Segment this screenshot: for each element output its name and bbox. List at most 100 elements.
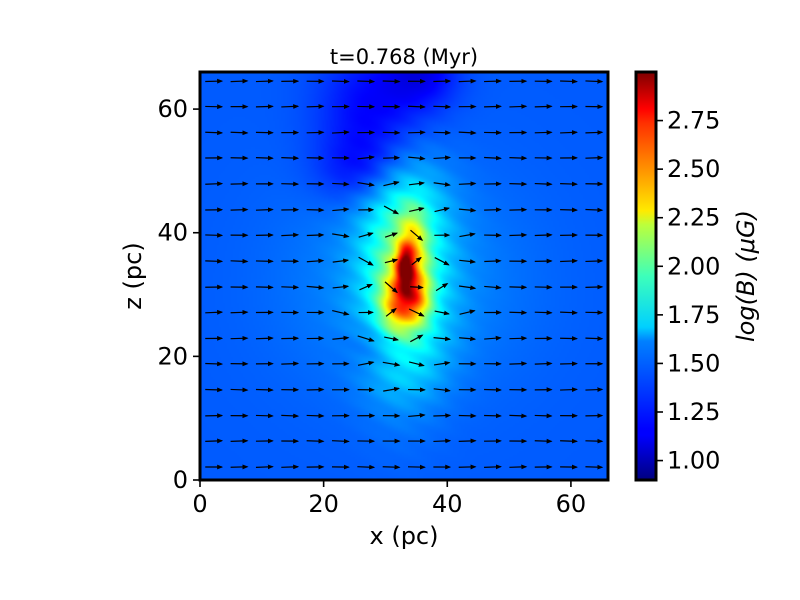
field-vector <box>409 206 425 213</box>
field-vector <box>585 258 604 264</box>
field-vector <box>205 258 224 264</box>
field-vector <box>408 308 425 317</box>
field-vector <box>534 104 553 109</box>
field-vector <box>484 335 502 341</box>
field-vector <box>459 336 477 342</box>
y-tick-label: 40 <box>157 219 188 247</box>
field-vector <box>534 130 553 135</box>
field-vector <box>560 387 578 393</box>
field-vector <box>509 361 528 367</box>
field-vector <box>434 257 450 266</box>
field-vector <box>230 387 249 393</box>
colorbar-tick-label: 2.50 <box>667 155 720 183</box>
field-vector <box>433 181 451 187</box>
field-vector <box>560 258 578 264</box>
field-vector <box>332 181 350 187</box>
field-vector <box>434 310 450 316</box>
field-vector <box>458 438 477 444</box>
colorbar-tick-label: 2.25 <box>667 204 720 232</box>
field-vector <box>509 104 528 109</box>
field-vector <box>384 281 398 294</box>
x-tick-label: 20 <box>308 490 339 518</box>
field-vector <box>359 283 373 291</box>
field-vector <box>383 155 401 161</box>
field-vector <box>534 181 553 187</box>
field-vector <box>281 155 300 161</box>
field-vector <box>459 259 477 264</box>
field-vector <box>281 464 300 470</box>
field-vector <box>585 130 604 135</box>
field-vector <box>484 258 502 264</box>
field-vector <box>385 307 397 317</box>
plot-frame <box>198 70 610 482</box>
field-vector <box>205 309 224 315</box>
field-vector <box>435 282 449 292</box>
colorbar-tick-label: 1.25 <box>667 398 720 426</box>
x-tick-label: 40 <box>432 490 463 518</box>
field-vector <box>230 207 249 213</box>
field-vector <box>585 464 604 470</box>
field-vector <box>560 310 578 316</box>
field-vector <box>384 336 400 342</box>
field-vector <box>408 155 426 161</box>
field-vector <box>534 310 553 315</box>
field-vector <box>255 464 274 470</box>
field-vector <box>408 361 425 367</box>
field-vector <box>306 258 325 264</box>
field-vector <box>281 413 300 419</box>
colorbar-tick-label: 1.75 <box>667 301 720 329</box>
field-vector <box>383 386 401 392</box>
colorbar-tick-label: 1.00 <box>667 447 720 475</box>
field-vector <box>205 232 224 238</box>
field-vector <box>459 309 476 315</box>
plot-area <box>200 72 608 480</box>
field-vector <box>331 438 350 444</box>
field-vector <box>255 284 274 290</box>
field-vector <box>434 206 451 213</box>
field-vector <box>281 104 300 109</box>
x-axis-label: x (pc) <box>370 522 439 550</box>
field-vector <box>509 232 528 238</box>
field-vector <box>332 258 350 264</box>
heatmap-image <box>200 72 608 480</box>
field-vector <box>458 207 477 213</box>
field-vector <box>230 438 249 444</box>
field-vector <box>358 256 374 266</box>
y-axis-label: z (pc) <box>119 242 147 309</box>
field-vector <box>484 464 502 470</box>
field-vector <box>585 387 604 393</box>
field-vector <box>410 334 424 343</box>
y-tick-label: 0 <box>173 466 188 494</box>
colorbar-tick-label: 2.75 <box>667 107 720 135</box>
field-vector <box>281 232 300 238</box>
x-tick-label: 0 <box>192 490 207 518</box>
field-vector <box>357 335 375 342</box>
field-vector <box>509 413 528 419</box>
field-vector <box>433 413 452 418</box>
field-vector <box>306 285 325 290</box>
field-vector <box>306 232 325 238</box>
field-vector <box>484 285 502 290</box>
field-vector <box>433 336 452 342</box>
field-vector <box>331 78 350 84</box>
field-vector <box>306 207 325 213</box>
y-tick-label: 20 <box>157 342 188 370</box>
field-vector <box>433 104 452 110</box>
field-vector <box>384 232 399 238</box>
field-vector <box>332 207 350 212</box>
field-vector <box>205 130 224 136</box>
field-vector <box>509 335 528 341</box>
field-vector <box>534 438 553 444</box>
field-vector <box>433 130 452 136</box>
field-vector <box>255 387 274 393</box>
field-vector <box>205 438 224 444</box>
magnetic-field-vectors <box>205 78 604 470</box>
colorbar-tick-label: 1.50 <box>667 349 720 377</box>
field-vector <box>255 413 274 419</box>
field-vector <box>230 130 249 136</box>
field-vector <box>458 181 477 187</box>
field-vector <box>281 284 300 290</box>
field-vector <box>382 464 401 470</box>
field-vector <box>230 335 249 341</box>
field-vector <box>255 155 274 161</box>
